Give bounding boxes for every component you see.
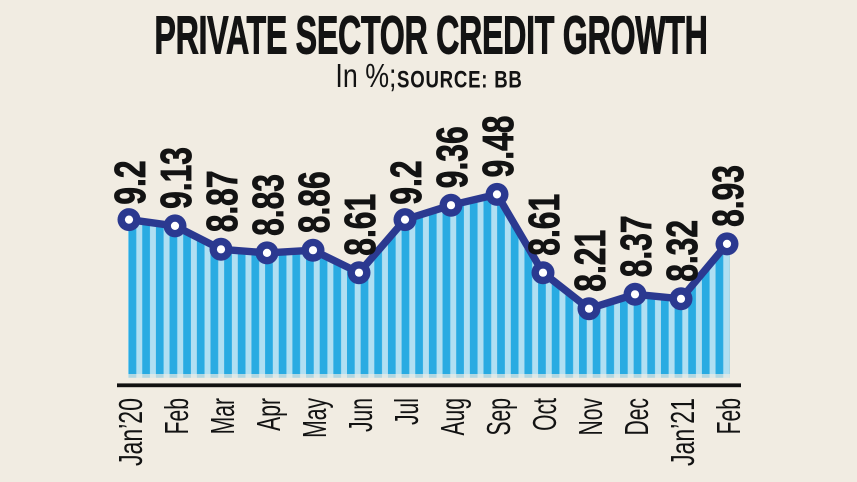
svg-text:Feb: Feb xyxy=(158,398,195,434)
svg-text:8.21: 8.21 xyxy=(567,230,615,292)
svg-text:9.13: 9.13 xyxy=(153,147,201,209)
svg-text:Jan’20: Jan’20 xyxy=(113,398,150,466)
svg-text:8.86: 8.86 xyxy=(291,171,339,233)
svg-text:9.48: 9.48 xyxy=(475,116,523,178)
svg-text:Sep: Sep xyxy=(480,398,517,436)
svg-text:Feb: Feb xyxy=(710,398,747,434)
svg-text:Jun: Jun xyxy=(342,398,379,432)
svg-text:Dec: Dec xyxy=(618,398,655,436)
svg-text:8.87: 8.87 xyxy=(199,170,247,232)
svg-text:8.61: 8.61 xyxy=(337,194,385,256)
svg-text:Mar: Mar xyxy=(204,398,241,434)
svg-text:8.32: 8.32 xyxy=(659,220,707,282)
svg-text:8.61: 8.61 xyxy=(521,194,569,256)
svg-text:PRIVATE SECTOR CREDIT GROWTH: PRIVATE SECTOR CREDIT GROWTH xyxy=(154,6,707,65)
svg-text:8.83: 8.83 xyxy=(245,174,293,236)
svg-text:Aug: Aug xyxy=(434,398,471,436)
svg-text:9.2: 9.2 xyxy=(107,160,155,204)
svg-text:Nov: Nov xyxy=(572,398,609,436)
svg-text:9.2: 9.2 xyxy=(383,160,431,204)
svg-text:Oct: Oct xyxy=(526,398,563,431)
svg-text:Jan’21: Jan’21 xyxy=(665,398,702,466)
svg-text:In %;: In %; xyxy=(335,58,396,94)
svg-text:8.37: 8.37 xyxy=(613,215,661,277)
svg-text:May: May xyxy=(296,398,333,438)
svg-text:Jul: Jul xyxy=(388,398,425,425)
svg-text:8.93: 8.93 xyxy=(705,165,753,227)
svg-text:Apr: Apr xyxy=(250,398,287,431)
svg-text:9.36: 9.36 xyxy=(429,126,477,188)
svg-text:SOURCE: BB: SOURCE: BB xyxy=(397,66,523,93)
